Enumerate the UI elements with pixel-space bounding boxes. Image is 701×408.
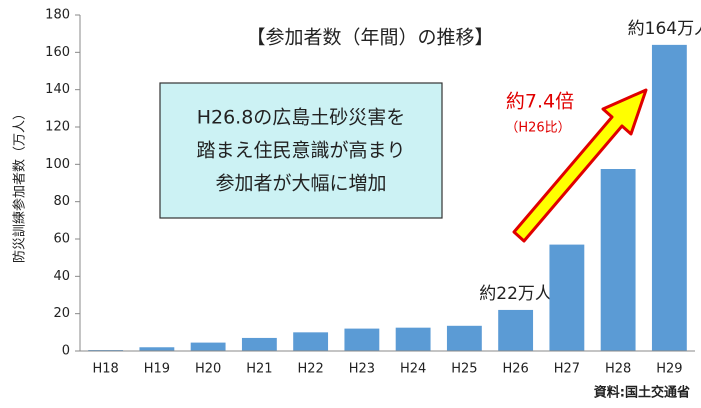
bar bbox=[139, 347, 175, 351]
value-label: 約22万人 bbox=[479, 284, 552, 304]
bar bbox=[395, 327, 431, 351]
x-tick-label: H27 bbox=[554, 362, 580, 377]
x-tick-label: H28 bbox=[605, 362, 631, 377]
y-tick-label: 140 bbox=[45, 82, 70, 97]
note-line: H26.8の広島土砂災害を bbox=[197, 107, 406, 129]
x-tick-label: H19 bbox=[144, 362, 170, 377]
note-box bbox=[159, 82, 443, 219]
growth-arrow bbox=[512, 88, 648, 243]
y-tick-label: 40 bbox=[53, 269, 70, 284]
bar bbox=[651, 44, 687, 351]
value-label: 約164万人 bbox=[628, 19, 701, 39]
x-tick-label: H24 bbox=[400, 362, 426, 377]
x-tick-label: H20 bbox=[195, 362, 221, 377]
y-tick-label: 60 bbox=[53, 232, 70, 247]
bar bbox=[446, 325, 482, 351]
source: 資料:国土交通省 bbox=[594, 385, 690, 401]
ratio-note: （H26比） bbox=[505, 121, 570, 136]
y-tick-label: 120 bbox=[45, 120, 70, 135]
y-tick-label: 100 bbox=[45, 157, 70, 172]
x-tick-label: H18 bbox=[92, 362, 118, 377]
ratio-label: 約7.4倍 bbox=[506, 91, 574, 113]
x-tick-label: H22 bbox=[297, 362, 323, 377]
y-axis-label: 防災訓練参加者数（万人） bbox=[12, 107, 28, 263]
bar bbox=[293, 332, 329, 351]
bar bbox=[498, 309, 534, 351]
bar bbox=[190, 342, 226, 351]
note-line: 参加者が大幅に増加 bbox=[215, 173, 386, 195]
x-tick-label: H25 bbox=[451, 362, 477, 377]
y-tick-label: 180 bbox=[45, 8, 70, 23]
x-tick-label: H26 bbox=[502, 362, 528, 377]
y-tick-label: 0 bbox=[62, 344, 70, 359]
bar bbox=[241, 337, 277, 351]
bar bbox=[344, 328, 380, 351]
bar bbox=[549, 244, 585, 351]
y-tick-label: 160 bbox=[45, 45, 70, 60]
x-tick-label: H21 bbox=[246, 362, 272, 377]
y-tick-label: 20 bbox=[53, 306, 70, 321]
x-tick-label: H23 bbox=[349, 362, 375, 377]
x-tick-label: H29 bbox=[656, 362, 682, 377]
note-line: 踏まえ住民意識が高まり bbox=[196, 140, 405, 162]
y-tick-label: 80 bbox=[53, 194, 70, 209]
bar bbox=[600, 169, 636, 351]
chart-title: 【参加者数（年間）の推移】 bbox=[246, 27, 493, 49]
